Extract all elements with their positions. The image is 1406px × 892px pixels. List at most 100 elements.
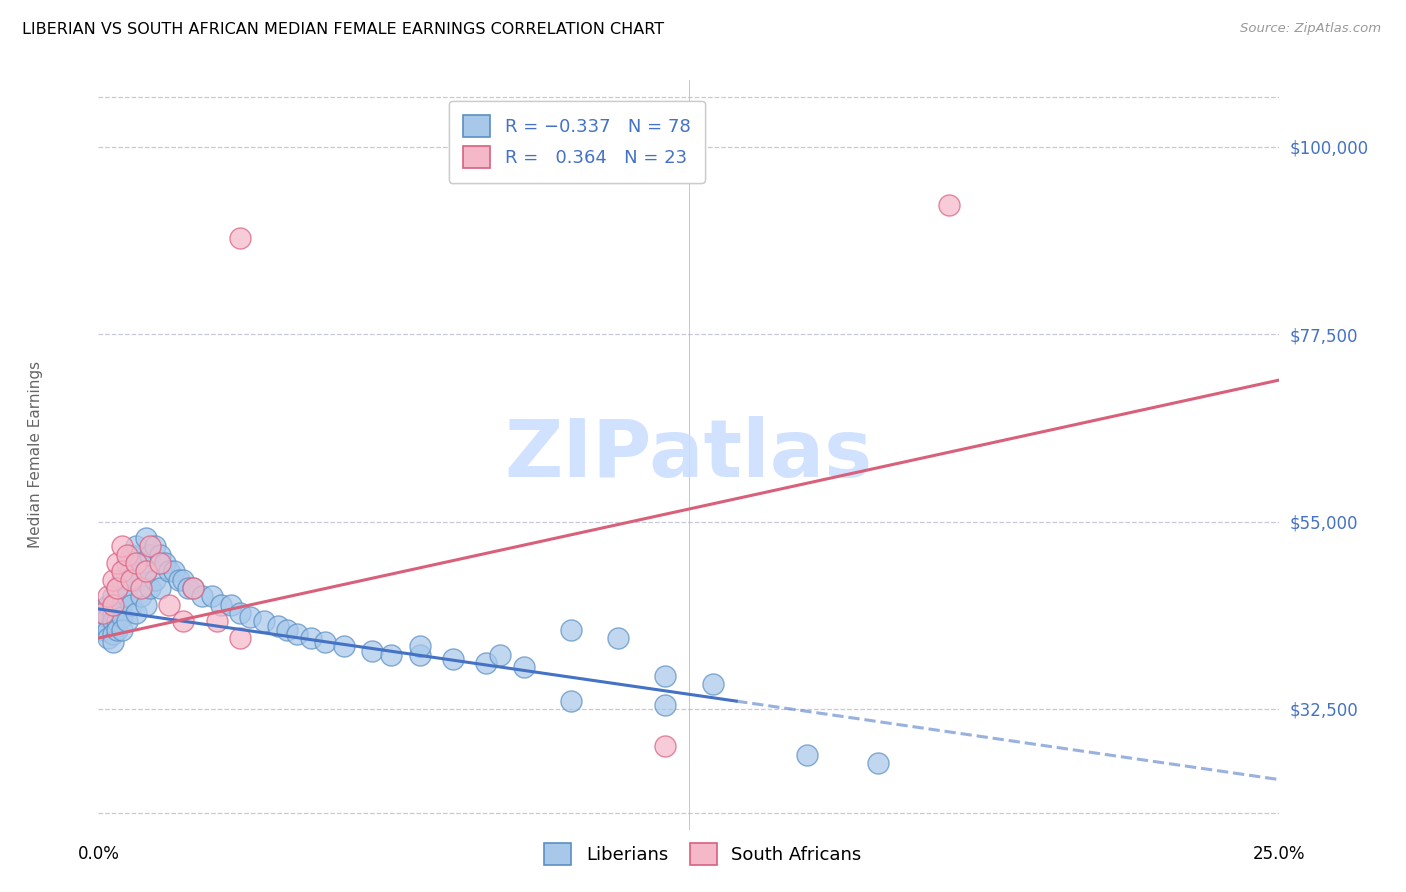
Point (361, 643, 384, 657)
Point (654, 668, 676, 682)
Point (101, 573, 124, 587)
Point (101, 615, 124, 629)
Point (181, 581, 204, 595)
Text: LIBERIAN VS SOUTH AFRICAN MEDIAN FEMALE EARNINGS CORRELATION CHART: LIBERIAN VS SOUTH AFRICAN MEDIAN FEMALE … (22, 22, 665, 37)
Point (125, 556, 148, 570)
Point (191, 590, 214, 604)
Point (205, 615, 228, 629)
Point (91, 602, 114, 616)
Point (135, 565, 157, 579)
Point (125, 573, 148, 587)
Point (229, 606, 252, 620)
Point (796, 747, 818, 762)
Point (129, 581, 152, 595)
Point (111, 598, 134, 612)
Point (115, 573, 138, 587)
Point (167, 573, 190, 587)
Point (111, 540, 134, 554)
Point (111, 590, 134, 604)
Point (560, 693, 582, 707)
Point (489, 648, 512, 662)
Point (101, 627, 124, 641)
Point (149, 556, 172, 570)
Point (441, 652, 464, 666)
Point (115, 615, 138, 629)
Point (101, 598, 124, 612)
Point (299, 631, 322, 645)
Y-axis label: Median Female Earnings: Median Female Earnings (28, 361, 42, 549)
Point (157, 565, 180, 579)
Legend: Liberians, South Africans: Liberians, South Africans (537, 836, 869, 872)
Point (607, 631, 630, 645)
Point (115, 590, 138, 604)
Point (135, 598, 157, 612)
Point (285, 627, 308, 641)
Text: 0.0%: 0.0% (77, 845, 120, 863)
Point (181, 581, 204, 595)
Point (105, 581, 128, 595)
Point (267, 618, 290, 632)
Point (219, 598, 242, 612)
Point (654, 698, 676, 712)
Point (105, 598, 128, 612)
Point (276, 623, 298, 637)
Point (101, 635, 124, 649)
Point (121, 548, 143, 562)
Point (229, 631, 252, 645)
Point (314, 635, 336, 649)
Point (153, 556, 176, 570)
Point (139, 540, 162, 554)
Point (121, 565, 143, 579)
Point (91, 623, 114, 637)
Point (209, 598, 232, 612)
Point (172, 573, 194, 587)
Point (121, 573, 143, 587)
Point (512, 660, 534, 674)
Point (125, 540, 148, 554)
Point (105, 623, 128, 637)
Point (105, 615, 128, 629)
Point (129, 590, 152, 604)
Point (129, 556, 152, 570)
Point (702, 677, 724, 691)
Point (111, 610, 134, 624)
Point (101, 606, 124, 620)
Legend: R = −0.337   N = 78, R =   0.364   N = 23: R = −0.337 N = 78, R = 0.364 N = 23 (449, 101, 704, 183)
Point (121, 598, 143, 612)
Point (408, 648, 430, 662)
Point (380, 648, 402, 662)
Point (408, 640, 430, 654)
Point (105, 556, 128, 570)
Point (163, 565, 186, 579)
Point (229, 231, 252, 245)
Text: ZIPatlas: ZIPatlas (505, 416, 873, 494)
Point (111, 565, 134, 579)
Point (115, 556, 138, 570)
Point (866, 756, 889, 770)
Point (654, 739, 676, 754)
Point (239, 610, 262, 624)
Point (135, 531, 157, 545)
Point (143, 573, 166, 587)
Point (115, 548, 138, 562)
Text: 25.0%: 25.0% (1253, 845, 1306, 863)
Point (97, 610, 120, 624)
Point (111, 623, 134, 637)
Text: Source: ZipAtlas.com: Source: ZipAtlas.com (1240, 22, 1381, 36)
Point (333, 640, 356, 654)
Point (97, 590, 120, 604)
Point (97, 631, 120, 645)
Point (97, 623, 120, 637)
Point (111, 573, 134, 587)
Point (139, 548, 162, 562)
Point (201, 590, 224, 604)
Point (253, 615, 276, 629)
Point (97, 598, 120, 612)
Point (91, 615, 114, 629)
Point (91, 606, 114, 620)
Point (135, 565, 157, 579)
Point (560, 623, 582, 637)
Point (149, 581, 172, 595)
Point (475, 656, 498, 670)
Point (143, 540, 166, 554)
